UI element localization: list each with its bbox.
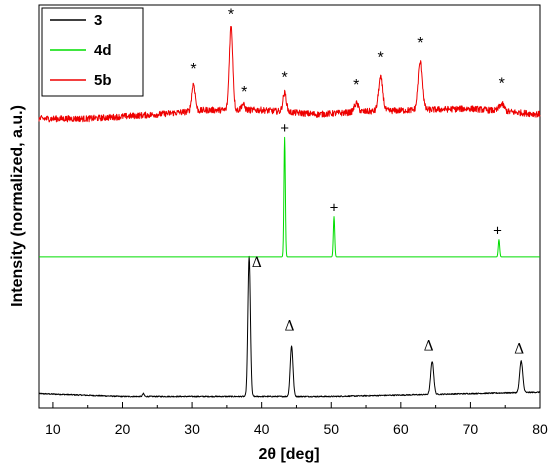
peak-marker-4d-2: + [493,222,502,239]
series-line-3 [38,255,541,398]
peak-marker-5b-5: * [353,77,359,94]
x-tick-label: 50 [323,421,339,437]
peak-marker-5b-3: * [241,84,247,101]
x-tick-label: 80 [532,421,548,437]
peak-marker-5b-7: * [417,35,423,52]
x-tick-label: 30 [184,421,200,437]
peak-marker-5b-6: * [378,50,384,67]
peak-marker-4d-0: + [280,120,289,137]
legend-label-5b: 5b [94,72,112,89]
peak-marker-5b-4: * [282,70,288,87]
legend-box [41,7,144,97]
series-layer [38,26,541,398]
peak-marker-5b-1: * [190,61,196,78]
peak-marker-4d-1: + [330,199,339,216]
x-tick-label: 40 [254,421,270,437]
peak-marker-3-1: Δ [284,318,294,334]
y-axis-label: Intensity (normalized, a.u.) [9,105,26,307]
x-tick-label: 70 [463,421,479,437]
legend: 3 4d 5b [41,7,144,97]
peak-marker-3-3: Δ [514,341,524,357]
peak-marker-5b-2: * [228,6,234,23]
series-line-5b [38,26,541,123]
series-line-4d [38,136,541,258]
plot-frame [38,4,541,409]
legend-label-3: 3 [94,12,102,29]
x-tick-label: 10 [45,421,61,437]
peak-marker-3-0: Δ [252,255,262,271]
x-tick-label: 20 [115,421,131,437]
x-axis-label: 2θ [deg] [258,446,319,463]
legend-label-4d: 4d [94,42,112,59]
peak-marker-5b-8: * [499,75,505,92]
x-axis-ticks: 10 20 30 40 50 60 70 80 [45,402,548,437]
peak-marker-3-2: Δ [424,338,434,354]
x-tick-label: 60 [393,421,409,437]
